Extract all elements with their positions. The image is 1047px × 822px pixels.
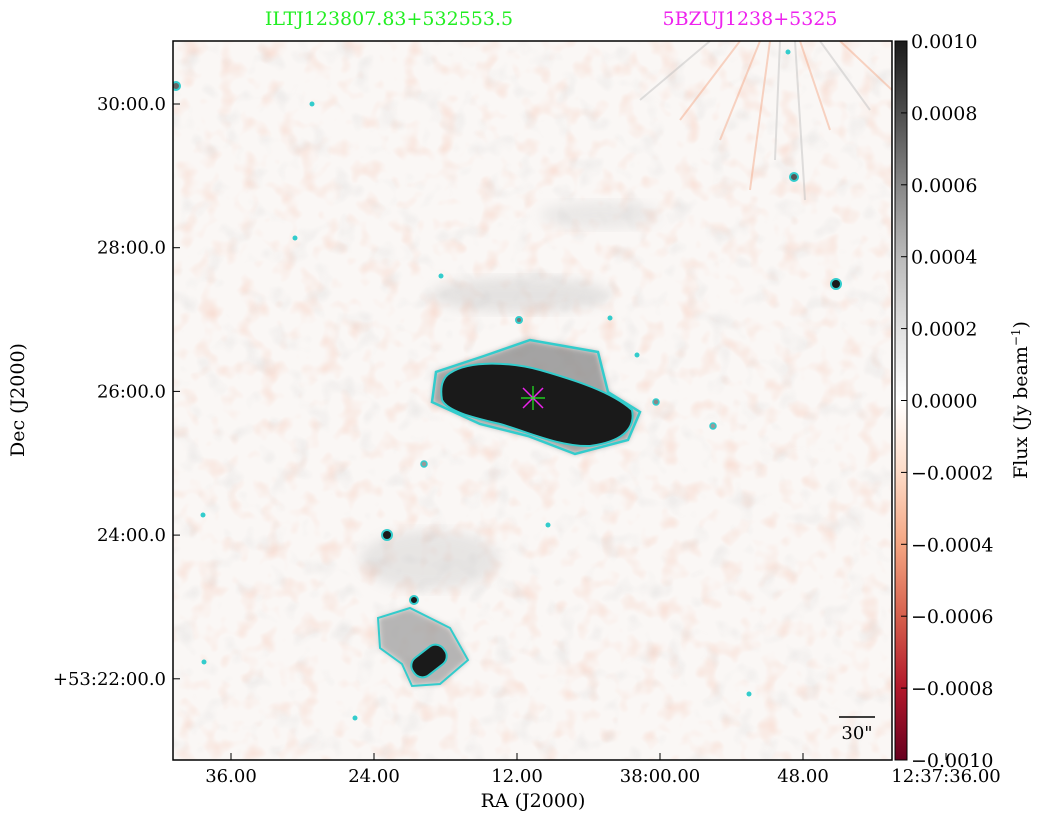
- colorbar-label-close: ): [1010, 321, 1032, 328]
- scale-bar-label: 30": [841, 723, 872, 744]
- y-tick-label: 30:00.0: [97, 94, 166, 115]
- south-source: [376, 606, 470, 688]
- artefact-rays: [639, 41, 892, 201]
- colorbar-tick-label: 0.0008: [911, 103, 977, 125]
- x-tick-label: 38:00.00: [620, 766, 701, 787]
- colorbar-label-main: Flux (Jy beam: [1010, 346, 1032, 479]
- colorbar-tick-label: 0.0010: [911, 31, 977, 53]
- x-tick-label: 24.00: [348, 766, 400, 787]
- position-marker-green: [521, 386, 545, 410]
- colorbar-tick-label: −0.0006: [911, 606, 993, 628]
- y-tick-label: 24:00.0: [97, 525, 166, 546]
- x-tick-label: 48.00: [777, 766, 829, 787]
- x-tick-label: 12:37:36.00: [891, 766, 1000, 787]
- y-axis-label: Dec (J2000): [7, 343, 29, 457]
- colorbar-tick-label: 0.0006: [911, 175, 977, 197]
- title-left: ILTJ123807.83+532553.5: [265, 8, 513, 30]
- title-right: 5BZUJ1238+5325: [663, 8, 838, 30]
- x-tick-label: 12.00: [491, 766, 543, 787]
- image-panel: 30": [173, 41, 892, 760]
- colorbar-tick-label: −0.0004: [911, 534, 993, 556]
- plot-frame: [172, 40, 893, 761]
- colorbar-tick-label: −0.0010: [911, 750, 993, 772]
- y-tick-label: +53:22:00.0: [53, 669, 166, 690]
- colorbar-tick-label: 0.0002: [911, 319, 977, 341]
- colorbar-tick-label: −0.0002: [911, 462, 993, 484]
- compact-sources: [173, 49, 842, 721]
- x-tick-label: 36.00: [205, 766, 257, 787]
- main-source: [430, 338, 642, 456]
- colorbar-ticks: 0.0010 0.0008 0.0006 0.0004 0.0002 0.0000 −0.0…: [901, 31, 993, 772]
- colorbar-label-sup: −1: [1009, 328, 1023, 346]
- y-ticks: 30:00.0 28:00.0 26:00.0 24:00.0 +53:22:00.0: [53, 94, 180, 690]
- x-axis-label: RA (J2000): [481, 790, 586, 812]
- colorbar-tick-label: 0.0000: [911, 391, 977, 413]
- colorbar-tick-label: 0.0004: [911, 247, 977, 269]
- colorbar-tick-label: −0.0008: [911, 678, 993, 700]
- colorbar-label: Flux (Jy beam−1): [1009, 321, 1032, 479]
- y-tick-label: 26:00.0: [97, 381, 166, 402]
- x-ticks: 36.00 24.00 12.00 38:00.00 48.00 12:37:36.00: [205, 753, 1001, 787]
- y-tick-label: 28:00.0: [97, 238, 166, 259]
